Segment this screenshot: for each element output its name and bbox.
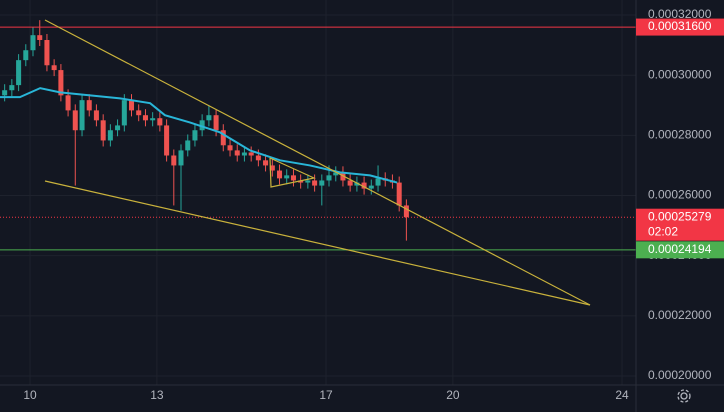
candle-body — [375, 178, 381, 186]
grid — [0, 0, 636, 385]
candle-body — [79, 100, 85, 131]
candle-body — [30, 35, 36, 51]
candle-body — [100, 120, 106, 141]
candle-body — [192, 130, 198, 141]
axes: 0.00032000 0.00030000 0.00028000 0.00026000… — [23, 7, 724, 402]
candle-body — [142, 115, 148, 121]
price-label-box — [636, 208, 724, 241]
candle-body — [347, 180, 353, 186]
candle-body — [368, 185, 374, 189]
trend-drawings — [44, 19, 591, 306]
candle-body — [9, 85, 15, 91]
x-tick-label: 17 — [319, 388, 333, 402]
settings-icon-cog — [677, 389, 691, 403]
pennant-drawing — [269, 157, 316, 188]
candle-body — [115, 125, 121, 131]
x-tick-label: 10 — [23, 388, 37, 402]
candle-body — [2, 90, 8, 96]
candle-body — [16, 60, 22, 86]
price-label-box — [636, 241, 724, 259]
candle-body — [277, 170, 283, 179]
trend-line-lower — [44, 180, 591, 306]
candle-body — [178, 150, 184, 166]
candle-body — [361, 182, 367, 189]
trend-line-upper — [44, 19, 591, 306]
candle-body — [157, 118, 163, 126]
settings-icon-hub — [680, 392, 688, 400]
price-label: 0.00031600 — [648, 19, 712, 33]
candle-body — [220, 130, 226, 146]
candle-body — [107, 130, 113, 141]
plot-area — [0, 20, 636, 251]
candle-body — [319, 180, 325, 186]
y-tick-label: 0.00026000 — [648, 188, 712, 202]
candle-body — [354, 182, 360, 186]
y-tick-label: 0.00020000 — [648, 368, 712, 382]
candle-body — [248, 152, 254, 156]
price-label: 0.00025279 — [648, 209, 712, 223]
candle-body — [65, 95, 71, 111]
candle-body — [312, 180, 318, 186]
candle-body — [333, 172, 339, 176]
candle-body — [290, 175, 296, 181]
candle-body — [206, 115, 212, 121]
candle-body — [51, 65, 57, 71]
x-tick-label: 24 — [615, 388, 629, 402]
candle-body — [72, 110, 78, 131]
candle-body — [269, 165, 275, 171]
candle-body — [227, 145, 233, 151]
candle-body — [326, 175, 332, 181]
candle-body — [298, 180, 304, 183]
settings-icon[interactable] — [677, 389, 691, 403]
y-tick-label: 0.00032000 — [648, 7, 712, 21]
price-label: 0.00024194 — [648, 242, 712, 256]
candle-body — [403, 205, 409, 218]
candle-body — [171, 155, 177, 166]
candle-body — [305, 180, 311, 183]
candle-body — [255, 155, 261, 161]
moving-average-line — [0, 87, 398, 184]
candle-body — [93, 110, 99, 121]
price-countdown: 02:02 — [648, 224, 678, 238]
candle-body — [213, 115, 219, 131]
candle-body — [263, 160, 269, 166]
candle-body — [396, 182, 402, 206]
candle-body — [23, 50, 29, 61]
candle-body — [150, 118, 156, 121]
y-tick-label: 0.00022000 — [648, 308, 712, 322]
y-tick-label: 0.00028000 — [648, 128, 712, 142]
price-label-box — [636, 18, 724, 36]
candle-body — [86, 100, 92, 111]
candle-body — [136, 110, 142, 116]
x-tick-label: 13 — [150, 388, 164, 402]
candle-body — [128, 100, 135, 111]
candle-body — [121, 100, 127, 126]
candle-body — [185, 140, 191, 151]
candle-body — [284, 175, 290, 179]
candle-body — [199, 120, 205, 131]
candle-body — [164, 125, 170, 156]
candle-body — [37, 35, 43, 41]
x-tick-label: 20 — [446, 388, 460, 402]
candle-body — [44, 40, 50, 66]
candle-body — [234, 150, 240, 156]
y-tick-label: 0.00030000 — [648, 67, 712, 81]
candle-body — [58, 70, 64, 96]
candle-body — [241, 152, 247, 156]
